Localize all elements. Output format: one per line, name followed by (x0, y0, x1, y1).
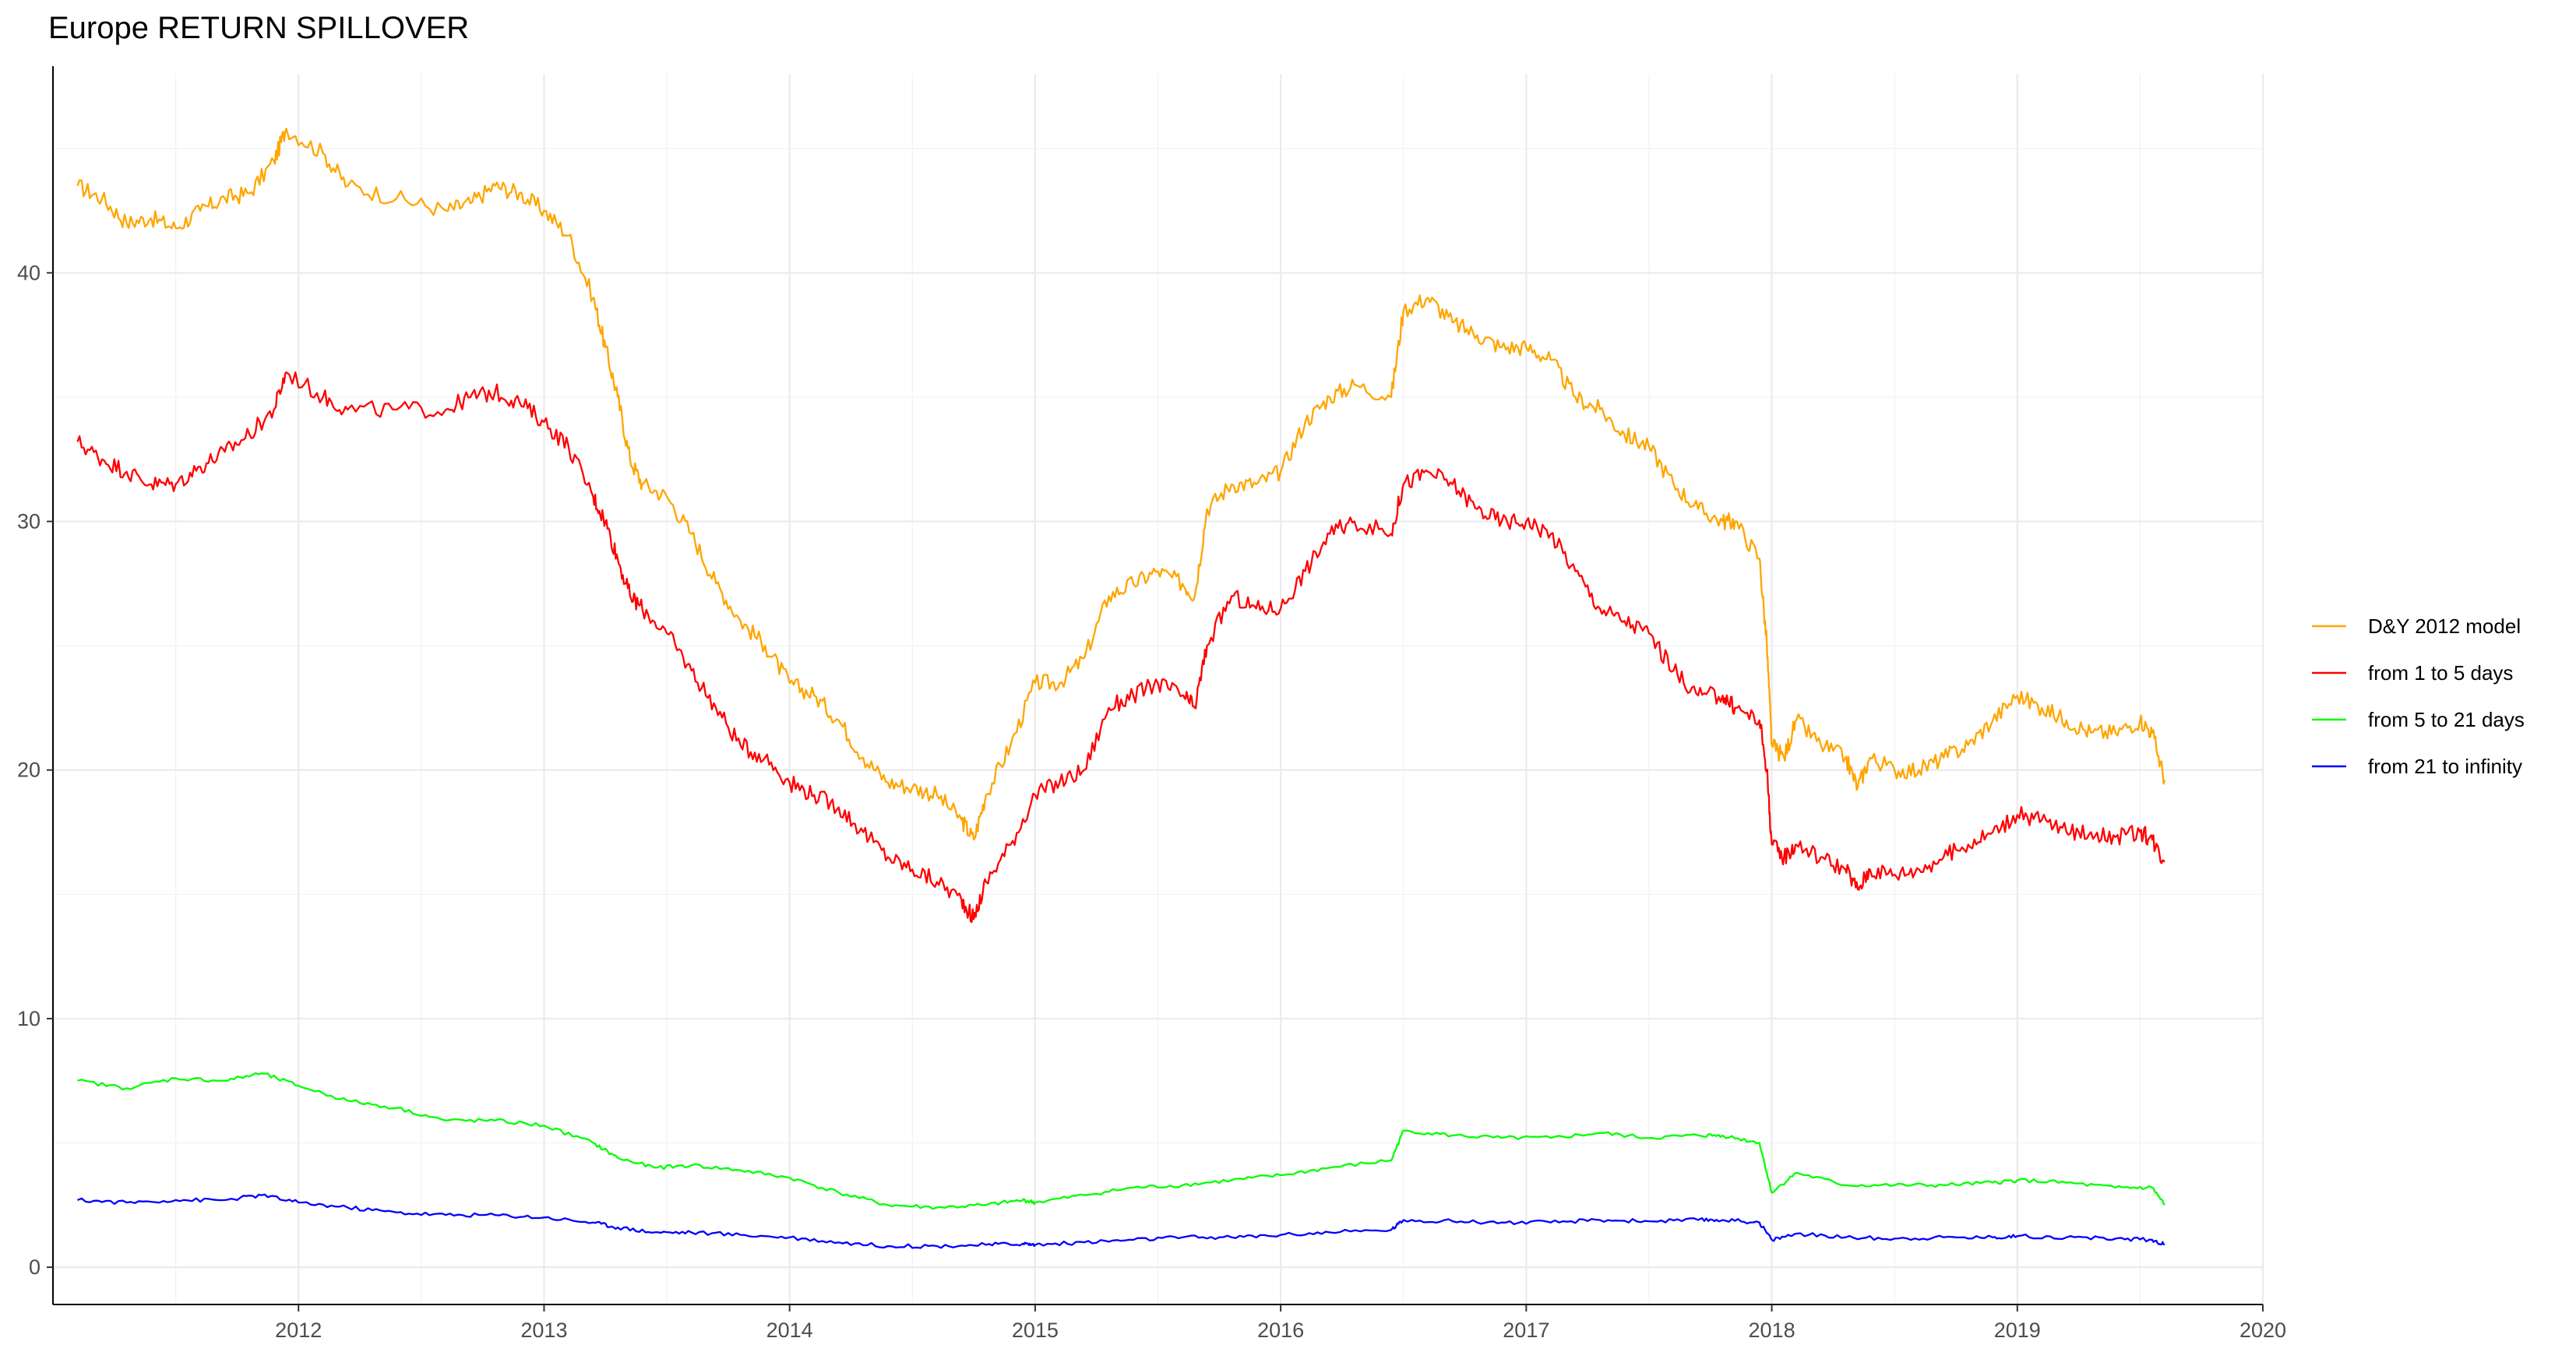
y-tick-label: 0 (29, 1255, 41, 1279)
series-line (77, 1072, 2165, 1210)
x-tick-label: 2014 (766, 1319, 813, 1342)
y-tick-label: 30 (17, 510, 41, 533)
series-line (77, 1193, 2165, 1249)
x-tick-label: 2013 (520, 1319, 567, 1342)
legend-label: from 1 to 5 days (2368, 661, 2513, 685)
series-lines (76, 128, 2166, 1249)
legend-label: from 5 to 21 days (2368, 708, 2525, 731)
chart-title: Europe RETURN SPILLOVER (48, 11, 470, 45)
series-line (76, 371, 2165, 924)
legend-label: D&Y 2012 model (2368, 614, 2521, 638)
x-tick-label: 2018 (1749, 1319, 1795, 1342)
x-tick-label: 2016 (1257, 1319, 1304, 1342)
y-tick-label: 10 (17, 1007, 41, 1030)
legend: D&Y 2012 model from 1 to 5 days from 5 to … (2312, 614, 2525, 778)
y-tick-label: 20 (17, 759, 41, 782)
y-tick-label: 40 (17, 261, 41, 284)
legend-label: from 21 to infinity (2368, 755, 2522, 778)
x-tick-label: 2020 (2239, 1319, 2286, 1342)
grid-minor (53, 74, 2263, 1304)
x-tick-labels: 2012 2013 2014 2015 2016 2017 2018 2019 2020 (275, 1319, 2286, 1342)
axes (47, 66, 2264, 1312)
series-line (76, 128, 2166, 841)
x-tick-label: 2012 (275, 1319, 322, 1342)
x-tick-label: 2015 (1012, 1319, 1059, 1342)
x-tick-label: 2017 (1503, 1319, 1549, 1342)
y-tick-labels: 0 10 20 30 40 (17, 261, 41, 1279)
grid-major (53, 74, 2264, 1304)
x-tick-label: 2019 (1994, 1319, 2041, 1342)
